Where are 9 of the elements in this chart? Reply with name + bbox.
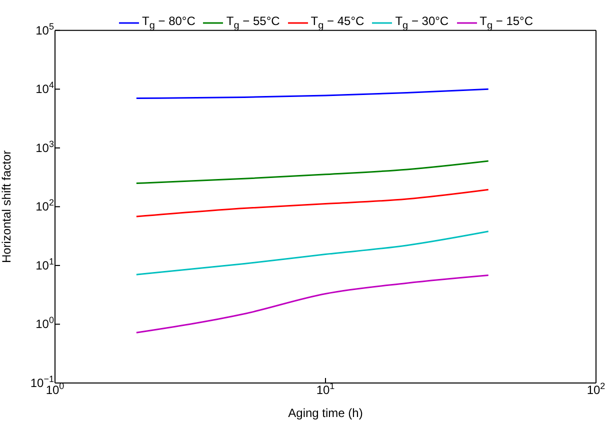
x-tick-label: 10$^{2}$ — [586, 381, 606, 397]
y-tick-label: 10$^{3}$ — [36, 138, 54, 155]
y-tick-label: 10$^{2}$ — [36, 198, 54, 214]
y-tick-label: 10$^{1}$ — [36, 256, 54, 272]
y-axis-title: Horizontal shift factor — [0, 150, 14, 264]
y-tick-label: 10$^{5}$ — [36, 21, 54, 38]
x-axis-title: Aging time (h) — [288, 406, 363, 420]
y-tick-label: 10$^{0}$ — [36, 315, 54, 332]
y-tick-label: 10$^{4}$ — [36, 80, 54, 96]
